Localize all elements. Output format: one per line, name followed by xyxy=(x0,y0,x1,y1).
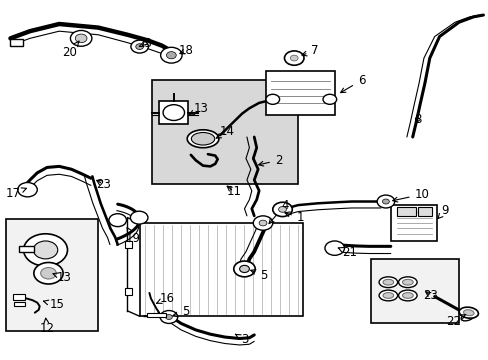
Circle shape xyxy=(166,51,176,59)
Circle shape xyxy=(136,44,143,49)
Ellipse shape xyxy=(402,279,412,285)
Circle shape xyxy=(233,261,255,277)
Ellipse shape xyxy=(463,310,473,316)
Text: 3: 3 xyxy=(235,333,248,346)
Circle shape xyxy=(160,311,177,323)
Circle shape xyxy=(33,241,58,259)
Ellipse shape xyxy=(378,277,397,288)
Circle shape xyxy=(130,211,148,224)
Text: 7: 7 xyxy=(302,44,318,57)
Ellipse shape xyxy=(378,290,397,301)
Bar xyxy=(266,71,334,116)
Ellipse shape xyxy=(458,307,477,318)
Circle shape xyxy=(272,202,292,217)
Text: 10: 10 xyxy=(392,188,428,202)
Bar xyxy=(159,101,188,125)
Text: 20: 20 xyxy=(62,41,79,59)
Bar xyxy=(14,302,25,306)
Text: 13: 13 xyxy=(188,102,208,115)
Bar xyxy=(13,294,25,300)
Text: 2: 2 xyxy=(258,154,282,167)
Circle shape xyxy=(109,214,126,226)
Ellipse shape xyxy=(402,293,412,298)
Text: 19: 19 xyxy=(125,228,141,244)
Circle shape xyxy=(70,31,92,46)
Text: 12: 12 xyxy=(40,318,54,335)
Bar xyxy=(147,313,165,318)
Text: 13: 13 xyxy=(53,271,71,284)
Circle shape xyxy=(131,40,148,53)
Ellipse shape xyxy=(460,313,473,321)
Bar xyxy=(125,288,132,295)
Text: 22: 22 xyxy=(445,314,465,328)
Bar xyxy=(396,207,415,216)
Circle shape xyxy=(163,105,184,121)
Ellipse shape xyxy=(191,132,214,145)
Bar xyxy=(152,80,298,184)
Text: 15: 15 xyxy=(43,298,64,311)
Text: 18: 18 xyxy=(178,44,193,57)
Circle shape xyxy=(253,216,272,230)
Bar xyxy=(125,241,132,248)
Circle shape xyxy=(165,315,172,319)
Circle shape xyxy=(160,47,182,63)
Text: 23: 23 xyxy=(96,178,110,191)
Circle shape xyxy=(75,34,87,42)
Circle shape xyxy=(239,265,249,273)
Bar xyxy=(19,246,34,252)
Circle shape xyxy=(325,241,344,255)
Circle shape xyxy=(41,267,56,279)
Circle shape xyxy=(23,234,67,266)
Text: 5: 5 xyxy=(250,269,267,282)
Text: 11: 11 xyxy=(226,185,241,198)
Circle shape xyxy=(259,220,266,226)
Text: 5: 5 xyxy=(172,306,189,319)
Bar xyxy=(417,207,431,216)
Bar xyxy=(10,39,22,45)
Text: 23: 23 xyxy=(423,289,437,302)
Bar xyxy=(140,223,303,316)
Text: 9: 9 xyxy=(437,204,448,219)
Text: 14: 14 xyxy=(216,125,234,138)
Ellipse shape xyxy=(382,293,393,298)
Circle shape xyxy=(34,262,63,284)
Text: 1: 1 xyxy=(285,211,304,224)
Text: 4: 4 xyxy=(268,199,288,224)
Circle shape xyxy=(18,183,37,197)
Circle shape xyxy=(265,94,279,104)
Circle shape xyxy=(382,199,388,204)
Circle shape xyxy=(376,195,394,208)
Ellipse shape xyxy=(382,279,393,285)
Ellipse shape xyxy=(398,277,416,288)
Circle shape xyxy=(290,55,298,61)
Bar xyxy=(5,220,98,330)
Circle shape xyxy=(323,94,336,104)
Text: 6: 6 xyxy=(340,74,365,93)
Circle shape xyxy=(284,51,304,65)
Ellipse shape xyxy=(398,290,416,301)
Text: 8: 8 xyxy=(413,113,421,126)
Ellipse shape xyxy=(187,130,219,148)
Text: 23: 23 xyxy=(137,37,152,50)
Text: 21: 21 xyxy=(338,246,356,259)
Text: 17: 17 xyxy=(5,187,26,200)
Bar xyxy=(390,205,436,241)
Circle shape xyxy=(278,207,286,212)
Bar xyxy=(370,259,458,323)
Text: 16: 16 xyxy=(157,292,175,305)
